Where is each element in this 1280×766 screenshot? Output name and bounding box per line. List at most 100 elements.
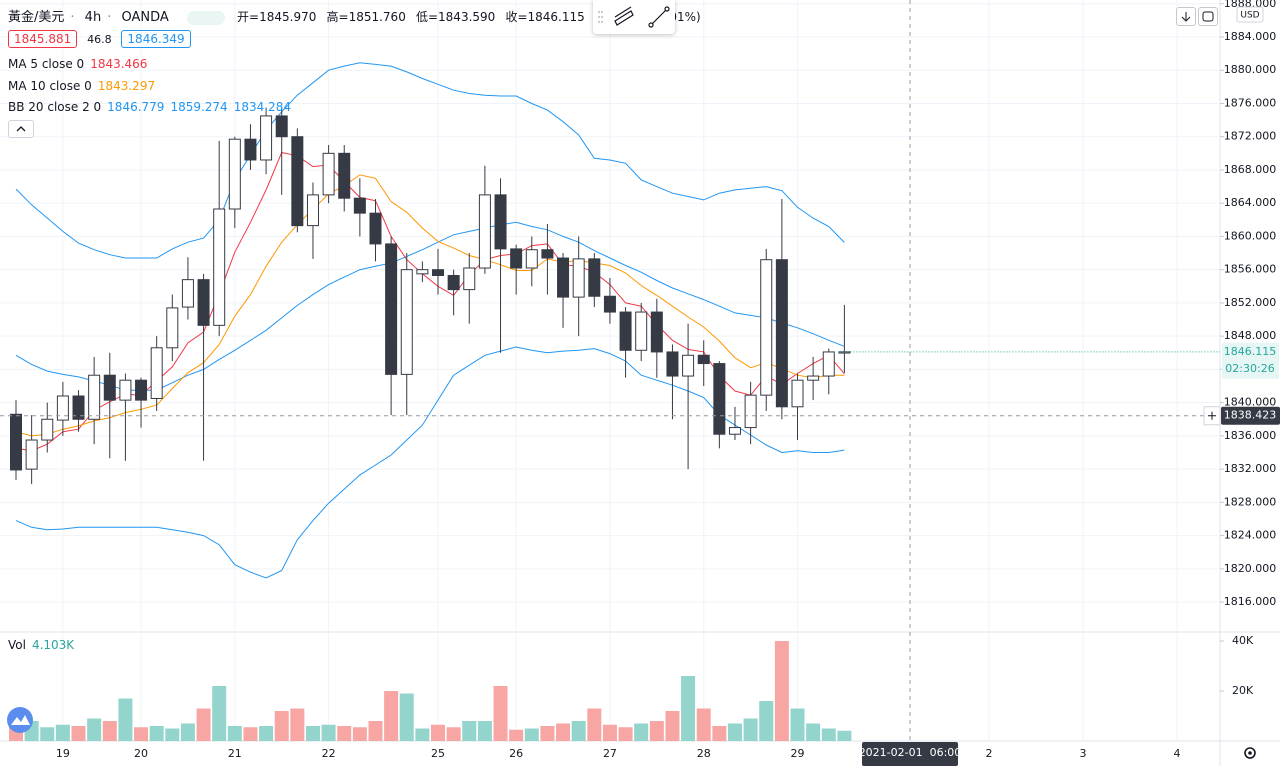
y-tick-label: 1824.000 bbox=[1224, 529, 1277, 542]
candle-body bbox=[244, 138, 257, 161]
indicator-name: MA 10 close 0 bbox=[8, 79, 92, 93]
volume-bar bbox=[712, 726, 727, 741]
candle-body bbox=[510, 248, 523, 269]
volume-bar bbox=[743, 718, 758, 741]
candle-body bbox=[338, 152, 351, 199]
candle-body bbox=[181, 279, 194, 308]
volume-bar bbox=[274, 711, 289, 741]
ohlc-close: 收=1846.115 bbox=[505, 10, 585, 24]
ma10-legend: MA 10 close 0 1843.297 bbox=[8, 79, 161, 93]
indicator-value: 1846.779 bbox=[107, 100, 165, 114]
currency-label: USD bbox=[1240, 11, 1259, 21]
volume-bar bbox=[290, 708, 305, 741]
countdown-label: 02:30:26 bbox=[1225, 362, 1274, 375]
logo[interactable] bbox=[7, 707, 33, 733]
ohlc-high: 高=1851.760 bbox=[326, 10, 406, 24]
reset-button[interactable] bbox=[1198, 7, 1218, 26]
candle-body bbox=[135, 379, 148, 401]
candle-body bbox=[728, 427, 741, 435]
crosshair-price-box bbox=[1221, 406, 1280, 425]
ask[interactable]: 1846.349 bbox=[121, 30, 191, 48]
channel-tool[interactable] bbox=[614, 6, 634, 26]
y-tick-label: 1856.000 bbox=[1224, 263, 1277, 276]
x-tick-label: 29 bbox=[791, 747, 805, 760]
candle-body bbox=[369, 212, 382, 245]
candle-body bbox=[25, 439, 38, 470]
volume-bar bbox=[759, 701, 774, 741]
candle-body bbox=[291, 136, 304, 227]
indicator-value: 1843.466 bbox=[90, 57, 148, 71]
volume-bar bbox=[180, 723, 195, 741]
indicator-value: 1843.297 bbox=[97, 79, 156, 93]
volume-bar bbox=[821, 728, 836, 741]
volume-bar bbox=[399, 693, 414, 741]
ohlc-open: 开=1845.970 bbox=[237, 10, 317, 24]
candle-body bbox=[525, 249, 538, 269]
candle-body bbox=[791, 379, 804, 408]
candle-body bbox=[213, 208, 226, 326]
status-pill[interactable] bbox=[186, 10, 225, 25]
y-tick-label: 1832.000 bbox=[1224, 462, 1277, 475]
candle-body bbox=[228, 138, 241, 210]
volume-bar bbox=[384, 691, 399, 741]
volume-bar bbox=[696, 708, 711, 741]
interval[interactable]: 4h bbox=[84, 10, 102, 25]
settings-icon[interactable] bbox=[1244, 747, 1256, 759]
candle-body bbox=[541, 249, 554, 259]
candle-body bbox=[150, 347, 163, 399]
candle-body bbox=[10, 413, 22, 471]
volume-bar bbox=[102, 721, 117, 741]
volume-bar bbox=[837, 730, 852, 741]
volume-bar bbox=[493, 686, 508, 741]
y-tick-label: 1880.000 bbox=[1224, 63, 1277, 76]
candle-body bbox=[88, 374, 101, 420]
volume-bar bbox=[415, 728, 430, 741]
candle-body bbox=[72, 395, 85, 420]
scroll-button[interactable] bbox=[1176, 7, 1196, 26]
drag-handle[interactable] bbox=[598, 11, 603, 23]
volume-bar bbox=[431, 724, 446, 741]
x-tick-label: 19 bbox=[56, 747, 70, 760]
y-tick-label: 1868.000 bbox=[1224, 163, 1277, 176]
collapse-button[interactable] bbox=[8, 120, 34, 138]
volume-value: 4.103K bbox=[31, 638, 75, 652]
volume-bar bbox=[337, 726, 352, 741]
candle-body bbox=[557, 257, 570, 298]
candle-body bbox=[619, 311, 632, 351]
candle-body bbox=[166, 307, 179, 349]
volume-bar bbox=[556, 723, 571, 741]
volume-bar bbox=[196, 708, 211, 741]
volume-bar bbox=[71, 726, 86, 741]
gear-ring bbox=[1244, 747, 1256, 759]
candle-body bbox=[260, 115, 273, 161]
symbol[interactable]: 黃金/美元 bbox=[8, 10, 65, 25]
candle-body bbox=[416, 269, 429, 275]
volume-bar bbox=[243, 727, 258, 741]
volume-bar bbox=[774, 641, 789, 741]
candle-body bbox=[56, 395, 69, 421]
volume-bar bbox=[446, 727, 461, 741]
candle-body bbox=[119, 379, 132, 401]
volume-bar bbox=[602, 724, 617, 741]
candle-body bbox=[775, 259, 788, 408]
candle-body bbox=[682, 354, 695, 377]
currency-box bbox=[1236, 6, 1264, 23]
x-tick-label: 28 bbox=[697, 747, 711, 760]
y-tick-label: 1836.000 bbox=[1224, 429, 1277, 442]
candle-body bbox=[103, 374, 116, 401]
volume-bar bbox=[352, 727, 367, 741]
candle-body bbox=[353, 197, 366, 214]
x-tick-label: 21 bbox=[228, 747, 242, 760]
y-tick-label: 1852.000 bbox=[1224, 296, 1277, 309]
volume-bar bbox=[665, 711, 680, 741]
bid[interactable]: 1845.881 bbox=[8, 30, 78, 48]
candle-body bbox=[713, 363, 726, 435]
y-tick-label: 1860.000 bbox=[1224, 229, 1277, 242]
candle-body bbox=[385, 243, 398, 375]
toolbar-icons bbox=[598, 6, 670, 28]
trend-line-tool[interactable] bbox=[648, 6, 670, 28]
volume-bar bbox=[790, 708, 805, 741]
symbol-legend: 黃金/美元 · 4h · OANDA 开=1845.970 高=1851.760 低… bbox=[8, 6, 707, 25]
volume-tick-label: 40K bbox=[1232, 634, 1254, 647]
